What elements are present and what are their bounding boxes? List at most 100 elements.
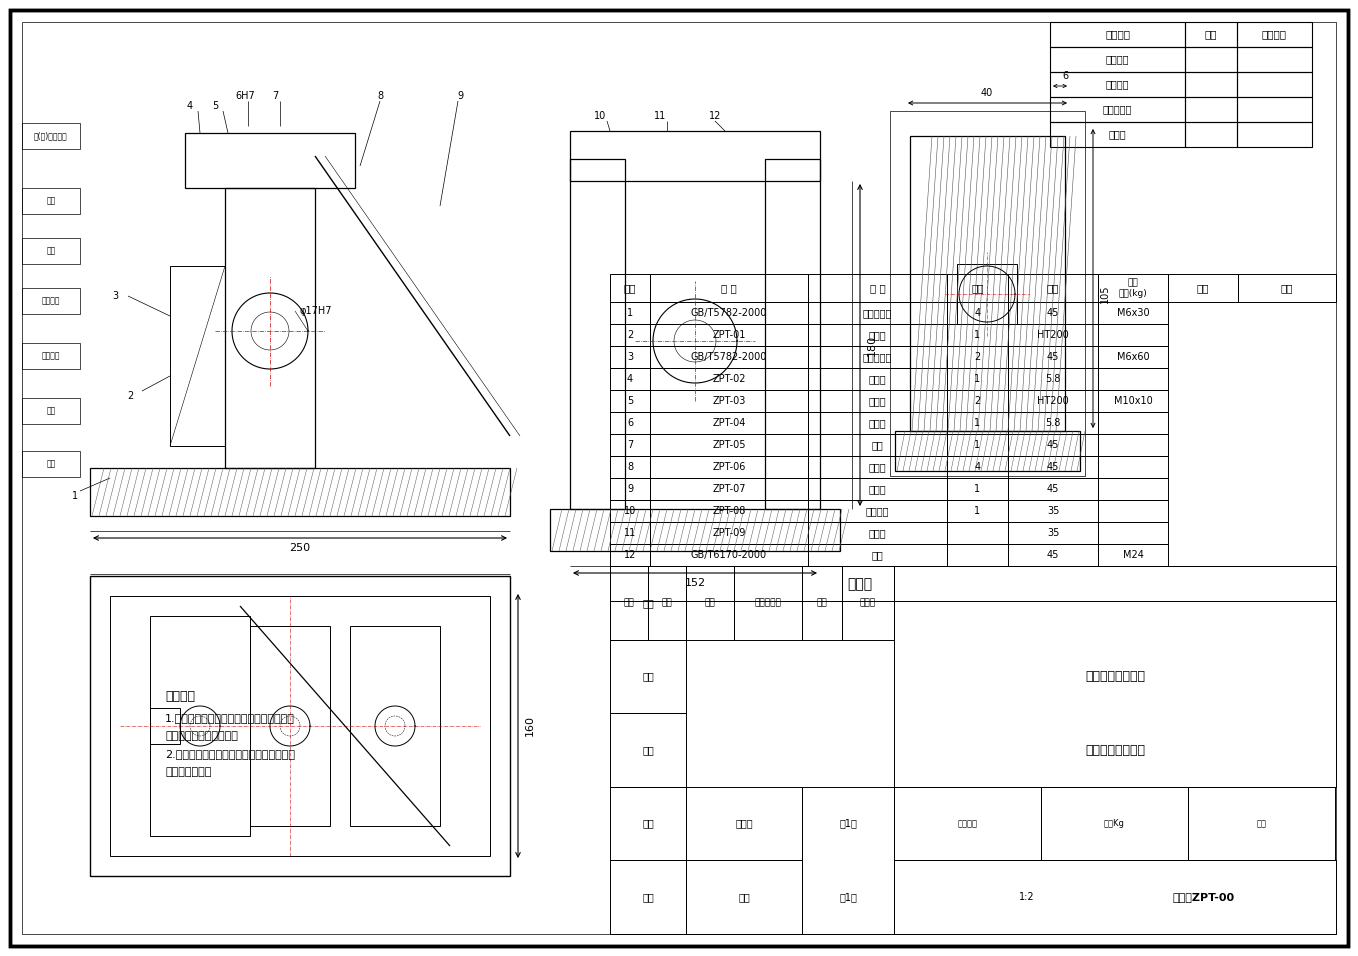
Bar xyxy=(650,346,808,368)
Bar xyxy=(808,274,947,302)
Text: 材料：: 材料： xyxy=(847,577,873,591)
Text: 年月日: 年月日 xyxy=(860,598,876,607)
Bar xyxy=(1099,368,1168,390)
Text: 1: 1 xyxy=(975,330,980,340)
Text: 152: 152 xyxy=(684,578,706,588)
Text: 图 号: 图 号 xyxy=(721,283,737,293)
Bar xyxy=(22,123,80,149)
Bar xyxy=(894,787,1042,860)
Text: 处数: 处数 xyxy=(661,598,672,607)
Text: 45: 45 xyxy=(1047,352,1059,362)
Bar xyxy=(947,390,1008,412)
Bar xyxy=(947,302,1008,324)
Bar xyxy=(686,860,803,934)
Text: ZPT-03: ZPT-03 xyxy=(713,396,746,406)
Text: 2: 2 xyxy=(975,352,980,362)
Text: 图号：ZPT-00: 图号：ZPT-00 xyxy=(1172,892,1234,902)
Bar xyxy=(947,274,1008,302)
Text: 总计: 总计 xyxy=(1196,283,1209,293)
Bar xyxy=(650,500,808,522)
Bar xyxy=(650,302,808,324)
Text: 10: 10 xyxy=(623,506,636,516)
Text: 3: 3 xyxy=(111,291,118,301)
Bar xyxy=(22,343,80,369)
Bar xyxy=(1099,456,1168,478)
Text: 1: 1 xyxy=(975,484,980,494)
Text: 旧底图号: 旧底图号 xyxy=(42,296,60,306)
Text: 夹紧板: 夹紧板 xyxy=(869,330,887,340)
Bar xyxy=(1238,274,1336,302)
Bar xyxy=(1050,72,1186,97)
Bar xyxy=(610,302,650,324)
Bar xyxy=(1008,412,1099,434)
Text: 4: 4 xyxy=(975,308,980,318)
Bar xyxy=(895,431,1080,471)
Bar xyxy=(1099,274,1168,302)
Text: ZPT-07: ZPT-07 xyxy=(712,484,746,494)
Text: 35: 35 xyxy=(1047,506,1059,516)
Bar xyxy=(1099,544,1168,566)
Bar xyxy=(170,266,225,446)
Bar xyxy=(650,324,808,346)
Bar xyxy=(808,456,947,478)
Text: 2: 2 xyxy=(975,396,980,406)
Bar xyxy=(910,136,1065,431)
Text: 11: 11 xyxy=(653,111,667,121)
Text: 材料: 材料 xyxy=(1047,283,1059,293)
Bar xyxy=(1237,22,1312,47)
Text: 180: 180 xyxy=(866,335,877,356)
Text: 精度进行复查；: 精度进行复查； xyxy=(166,767,212,777)
Bar xyxy=(1008,544,1099,566)
Bar xyxy=(1186,22,1237,47)
Text: 2: 2 xyxy=(126,391,133,401)
Text: 布局与线型: 布局与线型 xyxy=(1103,104,1133,115)
Bar xyxy=(957,264,1017,324)
Text: 9: 9 xyxy=(456,91,463,101)
Bar xyxy=(610,346,650,368)
Text: 批准: 批准 xyxy=(739,892,750,902)
Bar xyxy=(894,566,1336,787)
Bar xyxy=(842,566,894,640)
Bar xyxy=(947,346,1008,368)
Text: 描校: 描校 xyxy=(46,247,56,255)
Text: 标记: 标记 xyxy=(642,892,653,902)
Text: φ17H7: φ17H7 xyxy=(300,306,333,316)
Text: 定位板: 定位板 xyxy=(869,484,887,494)
Text: 11: 11 xyxy=(623,528,636,538)
Bar xyxy=(650,456,808,478)
Text: 阶段标记: 阶段标记 xyxy=(957,819,978,828)
Bar xyxy=(650,544,808,566)
Text: 45: 45 xyxy=(1047,550,1059,560)
Bar xyxy=(610,566,1336,601)
Text: 序号: 序号 xyxy=(623,283,637,293)
Text: HT200: HT200 xyxy=(1038,396,1069,406)
Text: 支撑钉: 支撑钉 xyxy=(869,396,887,406)
Bar xyxy=(686,566,735,640)
Text: 5: 5 xyxy=(627,396,633,406)
Bar xyxy=(225,188,315,468)
Text: 名称：尾座体夹具: 名称：尾座体夹具 xyxy=(1085,670,1145,683)
Bar xyxy=(1008,522,1099,544)
Bar xyxy=(1008,274,1099,302)
Bar xyxy=(570,131,820,181)
Text: 3: 3 xyxy=(627,352,633,362)
Bar xyxy=(1188,787,1335,860)
Text: 1: 1 xyxy=(975,506,980,516)
Bar xyxy=(808,346,947,368)
Text: 日期: 日期 xyxy=(46,460,56,468)
Text: 备注: 备注 xyxy=(1281,283,1293,293)
Text: M6x60: M6x60 xyxy=(1116,352,1149,362)
Bar xyxy=(90,576,511,876)
Bar xyxy=(1099,522,1168,544)
Text: 设计: 设计 xyxy=(642,818,653,829)
Bar xyxy=(808,302,947,324)
Bar xyxy=(22,451,80,477)
Text: 合　计: 合 计 xyxy=(1108,129,1126,140)
Text: 1: 1 xyxy=(975,374,980,384)
Bar xyxy=(610,390,650,412)
Bar xyxy=(610,434,650,456)
Text: ZPT-06: ZPT-06 xyxy=(713,462,746,472)
Bar xyxy=(185,133,354,188)
Text: ZPT-08: ZPT-08 xyxy=(713,506,746,516)
Bar xyxy=(22,288,80,314)
